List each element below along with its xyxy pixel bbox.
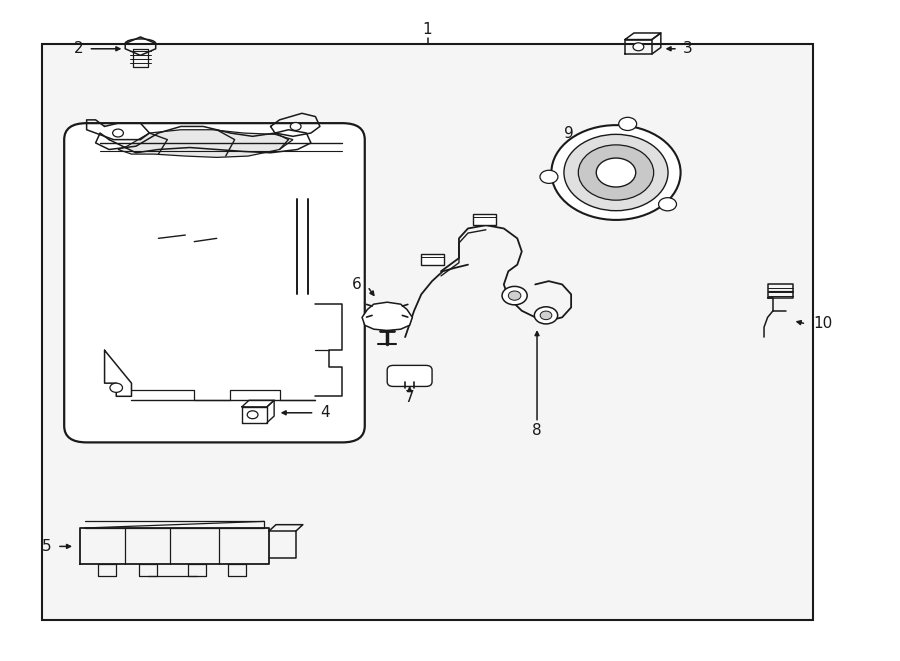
Text: 6: 6 (352, 277, 362, 292)
Text: 10: 10 (814, 317, 832, 331)
Text: 1: 1 (423, 22, 432, 37)
Circle shape (535, 307, 558, 324)
Text: 3: 3 (683, 41, 693, 56)
Circle shape (618, 118, 636, 130)
Polygon shape (362, 302, 412, 330)
FancyBboxPatch shape (387, 366, 432, 387)
Circle shape (502, 286, 527, 305)
Text: 8: 8 (532, 423, 542, 438)
Circle shape (540, 311, 552, 320)
Bar (41, 44, 814, 620)
Circle shape (596, 158, 635, 187)
Circle shape (248, 410, 258, 418)
Polygon shape (118, 130, 293, 157)
Circle shape (579, 145, 653, 200)
Bar (473, 214, 496, 225)
Text: 4: 4 (320, 405, 329, 420)
Text: 5: 5 (42, 539, 51, 554)
Circle shape (564, 134, 668, 211)
Text: 9: 9 (564, 126, 574, 141)
Circle shape (633, 43, 643, 51)
Bar (421, 254, 444, 265)
Text: 7: 7 (405, 390, 414, 405)
Circle shape (508, 291, 521, 300)
Circle shape (110, 383, 122, 393)
Circle shape (659, 198, 677, 211)
FancyBboxPatch shape (64, 123, 364, 442)
Circle shape (552, 125, 680, 220)
Circle shape (291, 122, 302, 130)
Circle shape (112, 129, 123, 137)
Circle shape (540, 171, 558, 183)
Text: 2: 2 (75, 41, 84, 56)
